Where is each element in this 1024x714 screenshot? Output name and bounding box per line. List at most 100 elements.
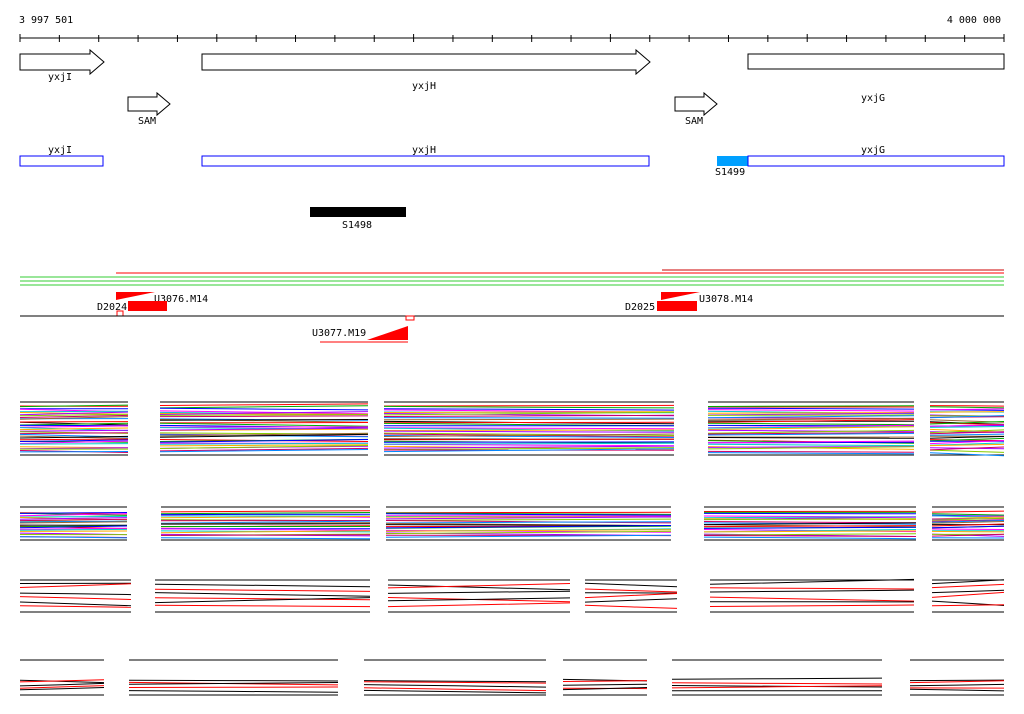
gene-arrow-yxjH[interactable] <box>201 48 651 76</box>
expression-line <box>19 435 129 439</box>
expression-line <box>385 513 672 516</box>
expression-line <box>387 584 571 591</box>
gene-arrow-yxjG[interactable] <box>747 53 1005 70</box>
expression-line <box>128 679 339 682</box>
expression-line <box>19 515 128 518</box>
expression-line <box>929 408 1005 411</box>
segment-box-s1498[interactable] <box>310 207 406 217</box>
expression-line <box>387 583 571 589</box>
expression-line <box>160 530 371 534</box>
expression-line <box>160 520 371 524</box>
expression-panel-bounds <box>161 506 370 541</box>
expression-line <box>929 424 1005 427</box>
expression-line <box>19 528 128 531</box>
expression-line <box>387 590 571 594</box>
expression-line <box>707 450 915 453</box>
expression-line <box>707 429 915 434</box>
expression-line <box>159 442 369 445</box>
expression-line <box>929 449 1005 453</box>
expression-line <box>385 529 672 532</box>
expression-line <box>703 518 917 521</box>
riboswitch-arrow-sam-1[interactable] <box>127 91 171 117</box>
riboswitch-label-sam-2: SAM <box>685 116 703 127</box>
expression-line <box>929 411 1005 413</box>
expression-line <box>671 685 883 689</box>
expression-line <box>160 512 371 515</box>
expression-panel <box>929 405 1005 457</box>
expression-panel-bounds <box>160 401 368 456</box>
downshift-label-d2025: D2025 <box>625 302 655 313</box>
upshift-wedge-u3078[interactable] <box>661 292 700 300</box>
expression-line <box>707 429 915 433</box>
expression-line <box>383 433 675 437</box>
expression-line <box>363 689 547 694</box>
expression-line <box>383 411 675 416</box>
expression-line <box>931 528 1005 530</box>
expression-line <box>387 597 571 602</box>
expression-line <box>383 442 675 445</box>
expression-line <box>19 439 129 442</box>
expression-line <box>929 452 1005 457</box>
expression-line <box>154 597 371 601</box>
expression-panel-bounds <box>710 579 914 613</box>
expression-line <box>703 533 917 536</box>
expression-panel <box>671 677 883 692</box>
riboswitch-arrow-sam-2[interactable] <box>674 91 718 117</box>
expression-line <box>707 405 915 407</box>
expression-line <box>387 602 571 608</box>
expression-line <box>909 683 1005 687</box>
expression-line <box>19 518 128 522</box>
upshift-marker-u3077[interactable] <box>405 315 415 321</box>
condition-lines <box>20 269 1004 286</box>
expression-line <box>931 589 1005 594</box>
expression-line <box>19 422 129 426</box>
transcript-box-yxjH[interactable] <box>201 155 650 167</box>
expression-line <box>19 596 132 600</box>
expression-line <box>383 408 675 411</box>
expression-line <box>703 536 917 540</box>
expression-panel-bounds <box>704 506 916 541</box>
transcript-box-yxjG[interactable] <box>747 155 1005 167</box>
expression-line <box>931 579 1005 585</box>
upshift-wedge-u3076[interactable] <box>116 292 155 300</box>
expression-line <box>128 682 339 685</box>
expression-line <box>707 446 915 450</box>
expression-line <box>703 516 917 519</box>
expression-line <box>709 578 915 585</box>
expression-line <box>385 530 672 535</box>
gene-label-yxjI: yxjI <box>48 72 72 83</box>
expression-line <box>707 409 915 412</box>
transcript-box-yxjI[interactable] <box>19 155 104 167</box>
expression-line <box>19 429 129 432</box>
expression-line <box>909 688 1005 692</box>
expression-line <box>159 411 369 415</box>
segment-box-s1499[interactable] <box>717 156 748 166</box>
expression-line <box>385 512 672 515</box>
upshift-wedge-u3077[interactable] <box>367 326 408 340</box>
expression-line <box>19 583 132 588</box>
expression-line <box>383 438 675 441</box>
expression-line <box>709 604 915 607</box>
expression-panel-bounds <box>364 659 546 696</box>
expression-line <box>383 404 675 407</box>
upshift-box-u3078[interactable] <box>657 301 697 311</box>
expression-line <box>562 683 648 686</box>
expression-line <box>383 429 675 431</box>
expression-line <box>154 583 371 588</box>
gene-track: yxjI yxjH yxjG SAM SAM <box>19 48 1005 127</box>
expression-line <box>383 443 675 447</box>
expression-line <box>931 510 1005 513</box>
gene-arrow-yxjI[interactable] <box>19 48 105 76</box>
expression-line <box>931 513 1005 516</box>
expression-line <box>929 433 1005 436</box>
expression-panel <box>19 582 132 608</box>
upshift-box-u3076[interactable] <box>128 301 167 311</box>
expression-line <box>363 687 547 692</box>
expression-line <box>19 416 129 420</box>
expression-line <box>929 436 1005 439</box>
expression-line <box>383 421 675 424</box>
expression-line <box>909 680 1005 684</box>
expression-line <box>159 410 369 415</box>
expression-line <box>159 419 369 421</box>
expression-line <box>703 535 917 537</box>
